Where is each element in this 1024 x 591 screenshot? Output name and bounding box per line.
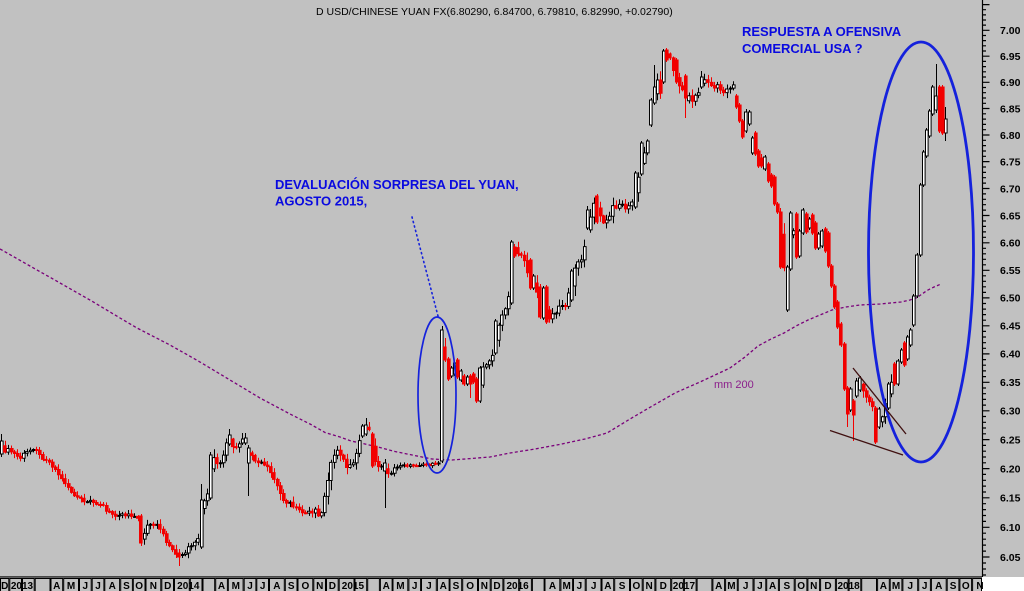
svg-text:A: A <box>218 581 225 591</box>
svg-text:S: S <box>783 581 790 591</box>
svg-text:6.80: 6.80 <box>1000 130 1021 142</box>
svg-text:O: O <box>962 581 970 591</box>
svg-text:6.40: 6.40 <box>1000 349 1021 361</box>
svg-text:J: J <box>95 581 101 591</box>
svg-text:M: M <box>727 581 735 591</box>
svg-text:6.15: 6.15 <box>1000 493 1021 505</box>
svg-text:D: D <box>329 581 336 591</box>
svg-text:J: J <box>577 581 583 591</box>
svg-text:S: S <box>619 581 626 591</box>
svg-text:O: O <box>135 581 143 591</box>
svg-text:6.45: 6.45 <box>1000 321 1021 333</box>
svg-text:A: A <box>383 581 390 591</box>
svg-text:A: A <box>273 581 280 591</box>
svg-text:D: D <box>824 581 831 591</box>
svg-text:2013: 2013 <box>11 581 34 591</box>
svg-text:6.70: 6.70 <box>1000 183 1021 195</box>
svg-text:AGOSTO 2015,: AGOSTO 2015, <box>275 194 367 209</box>
svg-text:O: O <box>797 581 805 591</box>
svg-text:6.35: 6.35 <box>1000 377 1021 389</box>
svg-text:A: A <box>440 581 447 591</box>
svg-text:J: J <box>743 581 749 591</box>
svg-text:RESPUESTA A OFENSIVA: RESPUESTA A OFENSIVA <box>742 24 902 39</box>
svg-text:S: S <box>288 581 295 591</box>
svg-text:7.00: 7.00 <box>1000 25 1021 37</box>
svg-text:J: J <box>757 581 763 591</box>
svg-text:2018: 2018 <box>837 581 860 591</box>
svg-text:N: N <box>316 581 323 591</box>
svg-text:N: N <box>481 581 488 591</box>
svg-text:6.55: 6.55 <box>1000 265 1021 277</box>
svg-text:2014: 2014 <box>177 581 200 591</box>
svg-text:A: A <box>935 581 942 591</box>
svg-text:J: J <box>83 581 89 591</box>
svg-text:2016: 2016 <box>506 581 529 591</box>
svg-text:J: J <box>426 581 432 591</box>
svg-text:O: O <box>633 581 641 591</box>
svg-text:D: D <box>1 581 8 591</box>
svg-text:M: M <box>232 581 240 591</box>
svg-text:D: D <box>493 581 500 591</box>
svg-text:J: J <box>412 581 418 591</box>
svg-text:O: O <box>302 581 310 591</box>
svg-text:6.85: 6.85 <box>1000 103 1021 115</box>
svg-text:N: N <box>150 581 157 591</box>
svg-text:6.05: 6.05 <box>1000 552 1021 564</box>
svg-text:COMERCIAL USA ?: COMERCIAL USA ? <box>742 41 863 56</box>
svg-text:A: A <box>549 581 556 591</box>
svg-text:6.30: 6.30 <box>1000 406 1021 418</box>
svg-text:A: A <box>604 581 611 591</box>
svg-text:D: D <box>164 581 171 591</box>
svg-text:6.60: 6.60 <box>1000 238 1021 250</box>
svg-text:O: O <box>466 581 474 591</box>
svg-text:M: M <box>67 581 75 591</box>
svg-text:A: A <box>880 581 887 591</box>
svg-text:J: J <box>591 581 597 591</box>
svg-text:6.25: 6.25 <box>1000 434 1021 446</box>
svg-text:A: A <box>715 581 722 591</box>
svg-text:2015: 2015 <box>342 581 365 591</box>
svg-text:N: N <box>645 581 652 591</box>
svg-text:M: M <box>563 581 571 591</box>
svg-text:M: M <box>892 581 900 591</box>
svg-text:mm 200: mm 200 <box>714 379 754 391</box>
svg-text:6.90: 6.90 <box>1000 77 1021 89</box>
svg-text:J: J <box>260 581 266 591</box>
svg-text:6.95: 6.95 <box>1000 51 1021 63</box>
svg-text:D: D <box>660 581 667 591</box>
svg-text:N: N <box>810 581 817 591</box>
svg-text:6.10: 6.10 <box>1000 522 1021 534</box>
svg-text:N: N <box>976 581 983 591</box>
svg-text:J: J <box>922 581 928 591</box>
svg-text:M: M <box>396 581 404 591</box>
svg-text:J: J <box>247 581 253 591</box>
svg-text:2017: 2017 <box>673 581 696 591</box>
svg-text:S: S <box>453 581 460 591</box>
svg-text:6.50: 6.50 <box>1000 293 1021 305</box>
svg-text:DEVALUACIÓN SORPRESA DEL YUAN,: DEVALUACIÓN SORPRESA DEL YUAN, <box>275 177 519 192</box>
svg-text:D USD/CHINESE YUAN FX(6.80290,: D USD/CHINESE YUAN FX(6.80290, 6.84700, … <box>316 6 673 18</box>
svg-text:A: A <box>769 581 776 591</box>
svg-text:S: S <box>950 581 957 591</box>
svg-text:6.75: 6.75 <box>1000 156 1021 168</box>
svg-text:A: A <box>53 581 60 591</box>
svg-text:S: S <box>123 581 130 591</box>
svg-text:A: A <box>109 581 116 591</box>
svg-text:6.65: 6.65 <box>1000 210 1021 222</box>
svg-text:J: J <box>908 581 914 591</box>
svg-text:6.20: 6.20 <box>1000 463 1021 475</box>
